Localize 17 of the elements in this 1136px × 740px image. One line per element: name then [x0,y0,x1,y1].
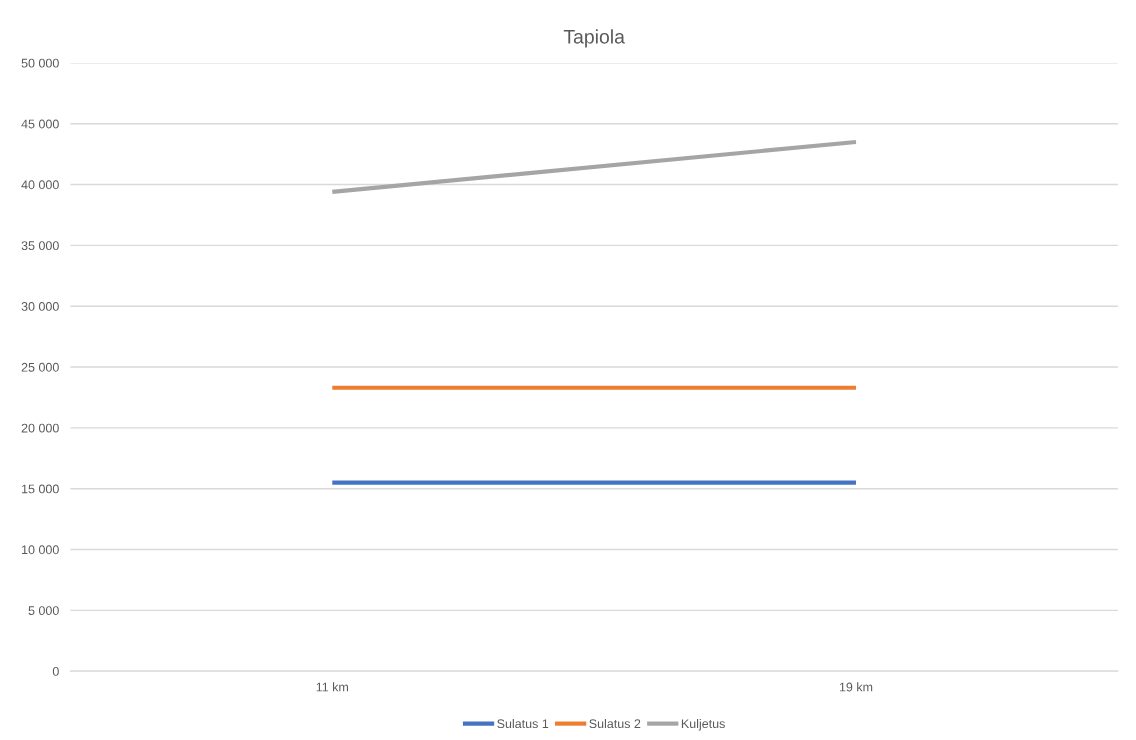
legend-label: Kuljetus [681,718,725,731]
y-tick-label: 35 000 [21,241,59,251]
y-tick-label: 30 000 [21,302,59,311]
legend-label: Sulatus 2 [589,718,641,729]
legend-label: Sulatus 1 [497,718,549,729]
y-tick-label: 15 000 [22,484,59,494]
y-tick-label: 45 000 [21,119,59,129]
x-tick-label: 11 km [316,682,349,692]
x-tick-label: 19 km [839,682,873,692]
y-tick-label: 10 000 [22,545,59,555]
chart-title: Tapiola [563,29,625,48]
y-tick-label: 50 000 [21,58,59,68]
y-tick-label: 20 000 [21,423,59,433]
y-tick-label: 40 000 [21,180,59,190]
y-tick-label: 25 000 [21,362,59,372]
y-tick-label: 0 [52,666,59,676]
y-tick-label: 5 000 [28,606,59,615]
